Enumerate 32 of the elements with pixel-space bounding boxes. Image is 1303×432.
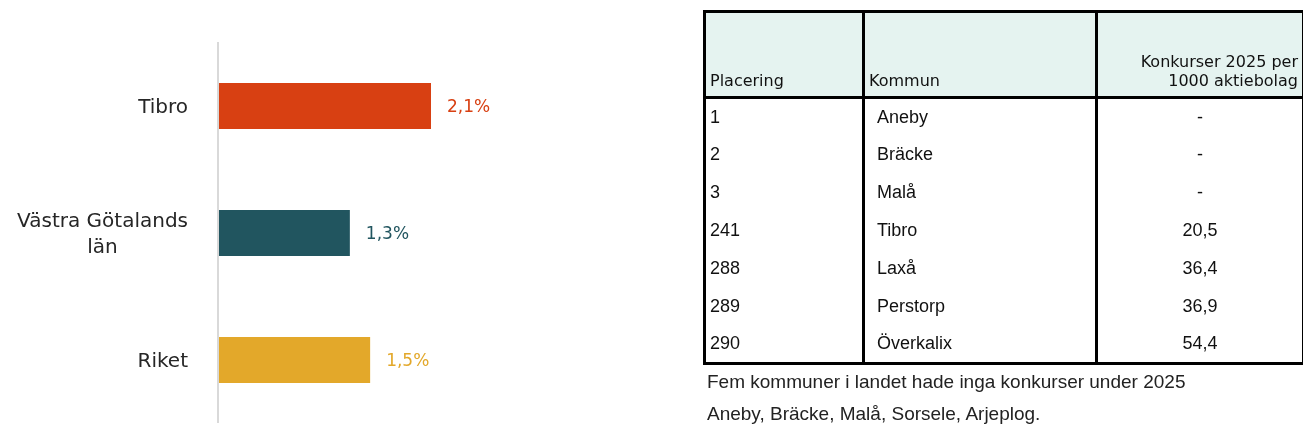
text: 288 [710,258,741,278]
text: - [1197,144,1203,164]
text: - [1197,106,1203,127]
y-tick-label: Tibro [137,93,188,118]
text: Malå [877,182,917,202]
text: 2 [710,144,721,164]
text: 36,4 [1182,258,1218,278]
text: Aneby [877,106,929,127]
text: Överkalix [877,333,953,354]
data-label: 1,3% [365,223,410,243]
text: Tibro [877,220,918,240]
text: 3 [710,182,721,202]
text: 241 [710,220,741,240]
text: 54,4 [1182,333,1218,354]
text: 289 [710,296,741,316]
category-label: Kommun [863,11,1097,98]
text: Perstorp [877,296,946,316]
text: 36,9 [1182,296,1218,316]
category-label: Konkurser 2025 per 1000 aktiebolag [1096,11,1303,98]
y-tick-label: Västra Götalands län [17,207,188,258]
text: 290 [710,333,741,354]
text: Fem kommuner i landet hade inga konkurser under 2025 [706,370,1187,394]
text: 1 [710,106,721,127]
text: Laxå [877,258,917,278]
text: Bräcke [877,144,934,164]
text: - [1197,182,1203,202]
text: 20,5 [1182,220,1218,240]
y-tick-label: Riket [137,347,189,372]
data-label: 1,5% [386,350,430,370]
text: Aneby, Bräcke, Malå, Sorsele, Arjeplog. [706,402,1042,426]
category-label: Placering [704,11,864,98]
data-label: 2,1% [447,96,491,116]
